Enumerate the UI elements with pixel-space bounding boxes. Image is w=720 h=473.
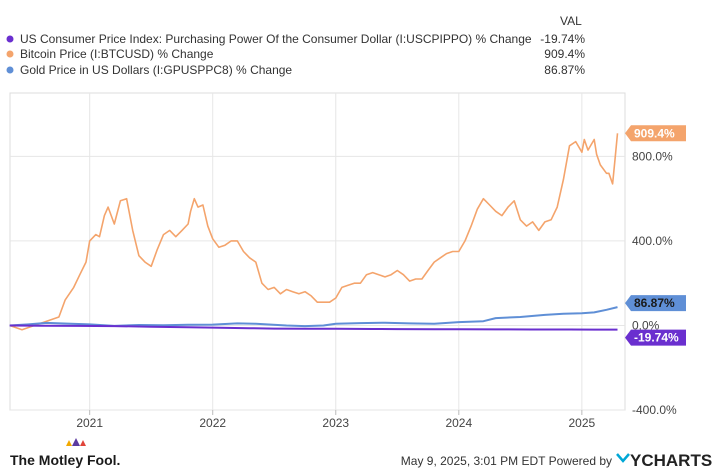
series-line-bitcoin [9, 133, 619, 331]
legend-item-bitcoin[interactable]: Bitcoin Price (I:BTCUSD) % Change 909.4% [6, 47, 586, 61]
jester-hat-icon-3 [80, 440, 86, 446]
legend-value-cpi: -19.74% [540, 32, 585, 46]
x-tick-label: 2024 [445, 416, 472, 430]
footer: The Motley Fool. May 9, 2025, 3:01 PM ED… [10, 438, 712, 470]
jester-hat-icon [66, 440, 72, 446]
x-axis-ticks: 2021 2022 2023 2024 2025 [76, 410, 596, 430]
value-tag-cpi-box [625, 329, 686, 346]
jester-hat-icon-2 [72, 438, 80, 446]
legend-dot-cpi [6, 35, 14, 43]
x-tick-label: 2025 [568, 416, 595, 430]
plot-area [9, 92, 626, 411]
legend: VAL US Consumer Price Index: Purchasing … [6, 14, 586, 77]
legend-dot-gold [6, 66, 14, 74]
y-tick-label: 400.0% [632, 234, 673, 248]
brand-logo-text: The Motley Fool. [10, 452, 120, 468]
legend-value-gold: 86.87% [544, 63, 585, 77]
value-tag-gold: 86.87% [625, 295, 686, 312]
legend-label-bitcoin: Bitcoin Price (I:BTCUSD) % Change [20, 47, 214, 61]
series-line-cpi [9, 324, 618, 331]
x-tick-label: 2023 [322, 416, 349, 430]
value-tag-bitcoin: 909.4% [625, 125, 686, 142]
y-tick-label: 0.0% [632, 318, 660, 332]
motley-fool-logo: The Motley Fool. [10, 438, 120, 468]
legend-item-cpi[interactable]: US Consumer Price Index: Purchasing Powe… [6, 32, 586, 46]
y-axis-ticks: -400.0% 0.0% 400.0% 800.0% [632, 149, 677, 417]
legend-header: VAL [560, 14, 582, 28]
legend-value-bitcoin: 909.4% [544, 47, 585, 61]
value-tag-gold-box [625, 295, 686, 312]
legend-label-cpi: US Consumer Price Index: Purchasing Powe… [20, 32, 532, 46]
value-tag-cpi: -19.74% [625, 329, 686, 346]
ycharts-logo-text: YCHARTS [630, 451, 712, 470]
footer-timestamp: May 9, 2025, 3:01 PM EDT Powered by [401, 454, 612, 468]
value-tag-cpi-label: -19.74% [634, 331, 679, 345]
ycharts-chevron-icon [616, 453, 630, 463]
x-tick-label: 2022 [199, 416, 226, 430]
ycharts-logo[interactable]: YCHARTS [616, 451, 712, 470]
value-tag-bitcoin-label: 909.4% [634, 126, 675, 140]
value-tag-gold-label: 86.87% [634, 296, 675, 310]
value-tag-bitcoin-box [625, 125, 686, 142]
legend-item-gold[interactable]: Gold Price in US Dollars (I:GPUSPPC8) % … [6, 63, 586, 77]
y-tick-label: 800.0% [632, 149, 673, 163]
x-tick-label: 2021 [76, 416, 103, 430]
legend-dot-bitcoin [6, 50, 14, 58]
y-tick-label: -400.0% [632, 403, 677, 417]
legend-label-gold: Gold Price in US Dollars (I:GPUSPPC8) % … [20, 63, 292, 77]
series-lines [9, 133, 619, 331]
value-tags: -19.74% 909.4% 86.87% [625, 125, 686, 346]
